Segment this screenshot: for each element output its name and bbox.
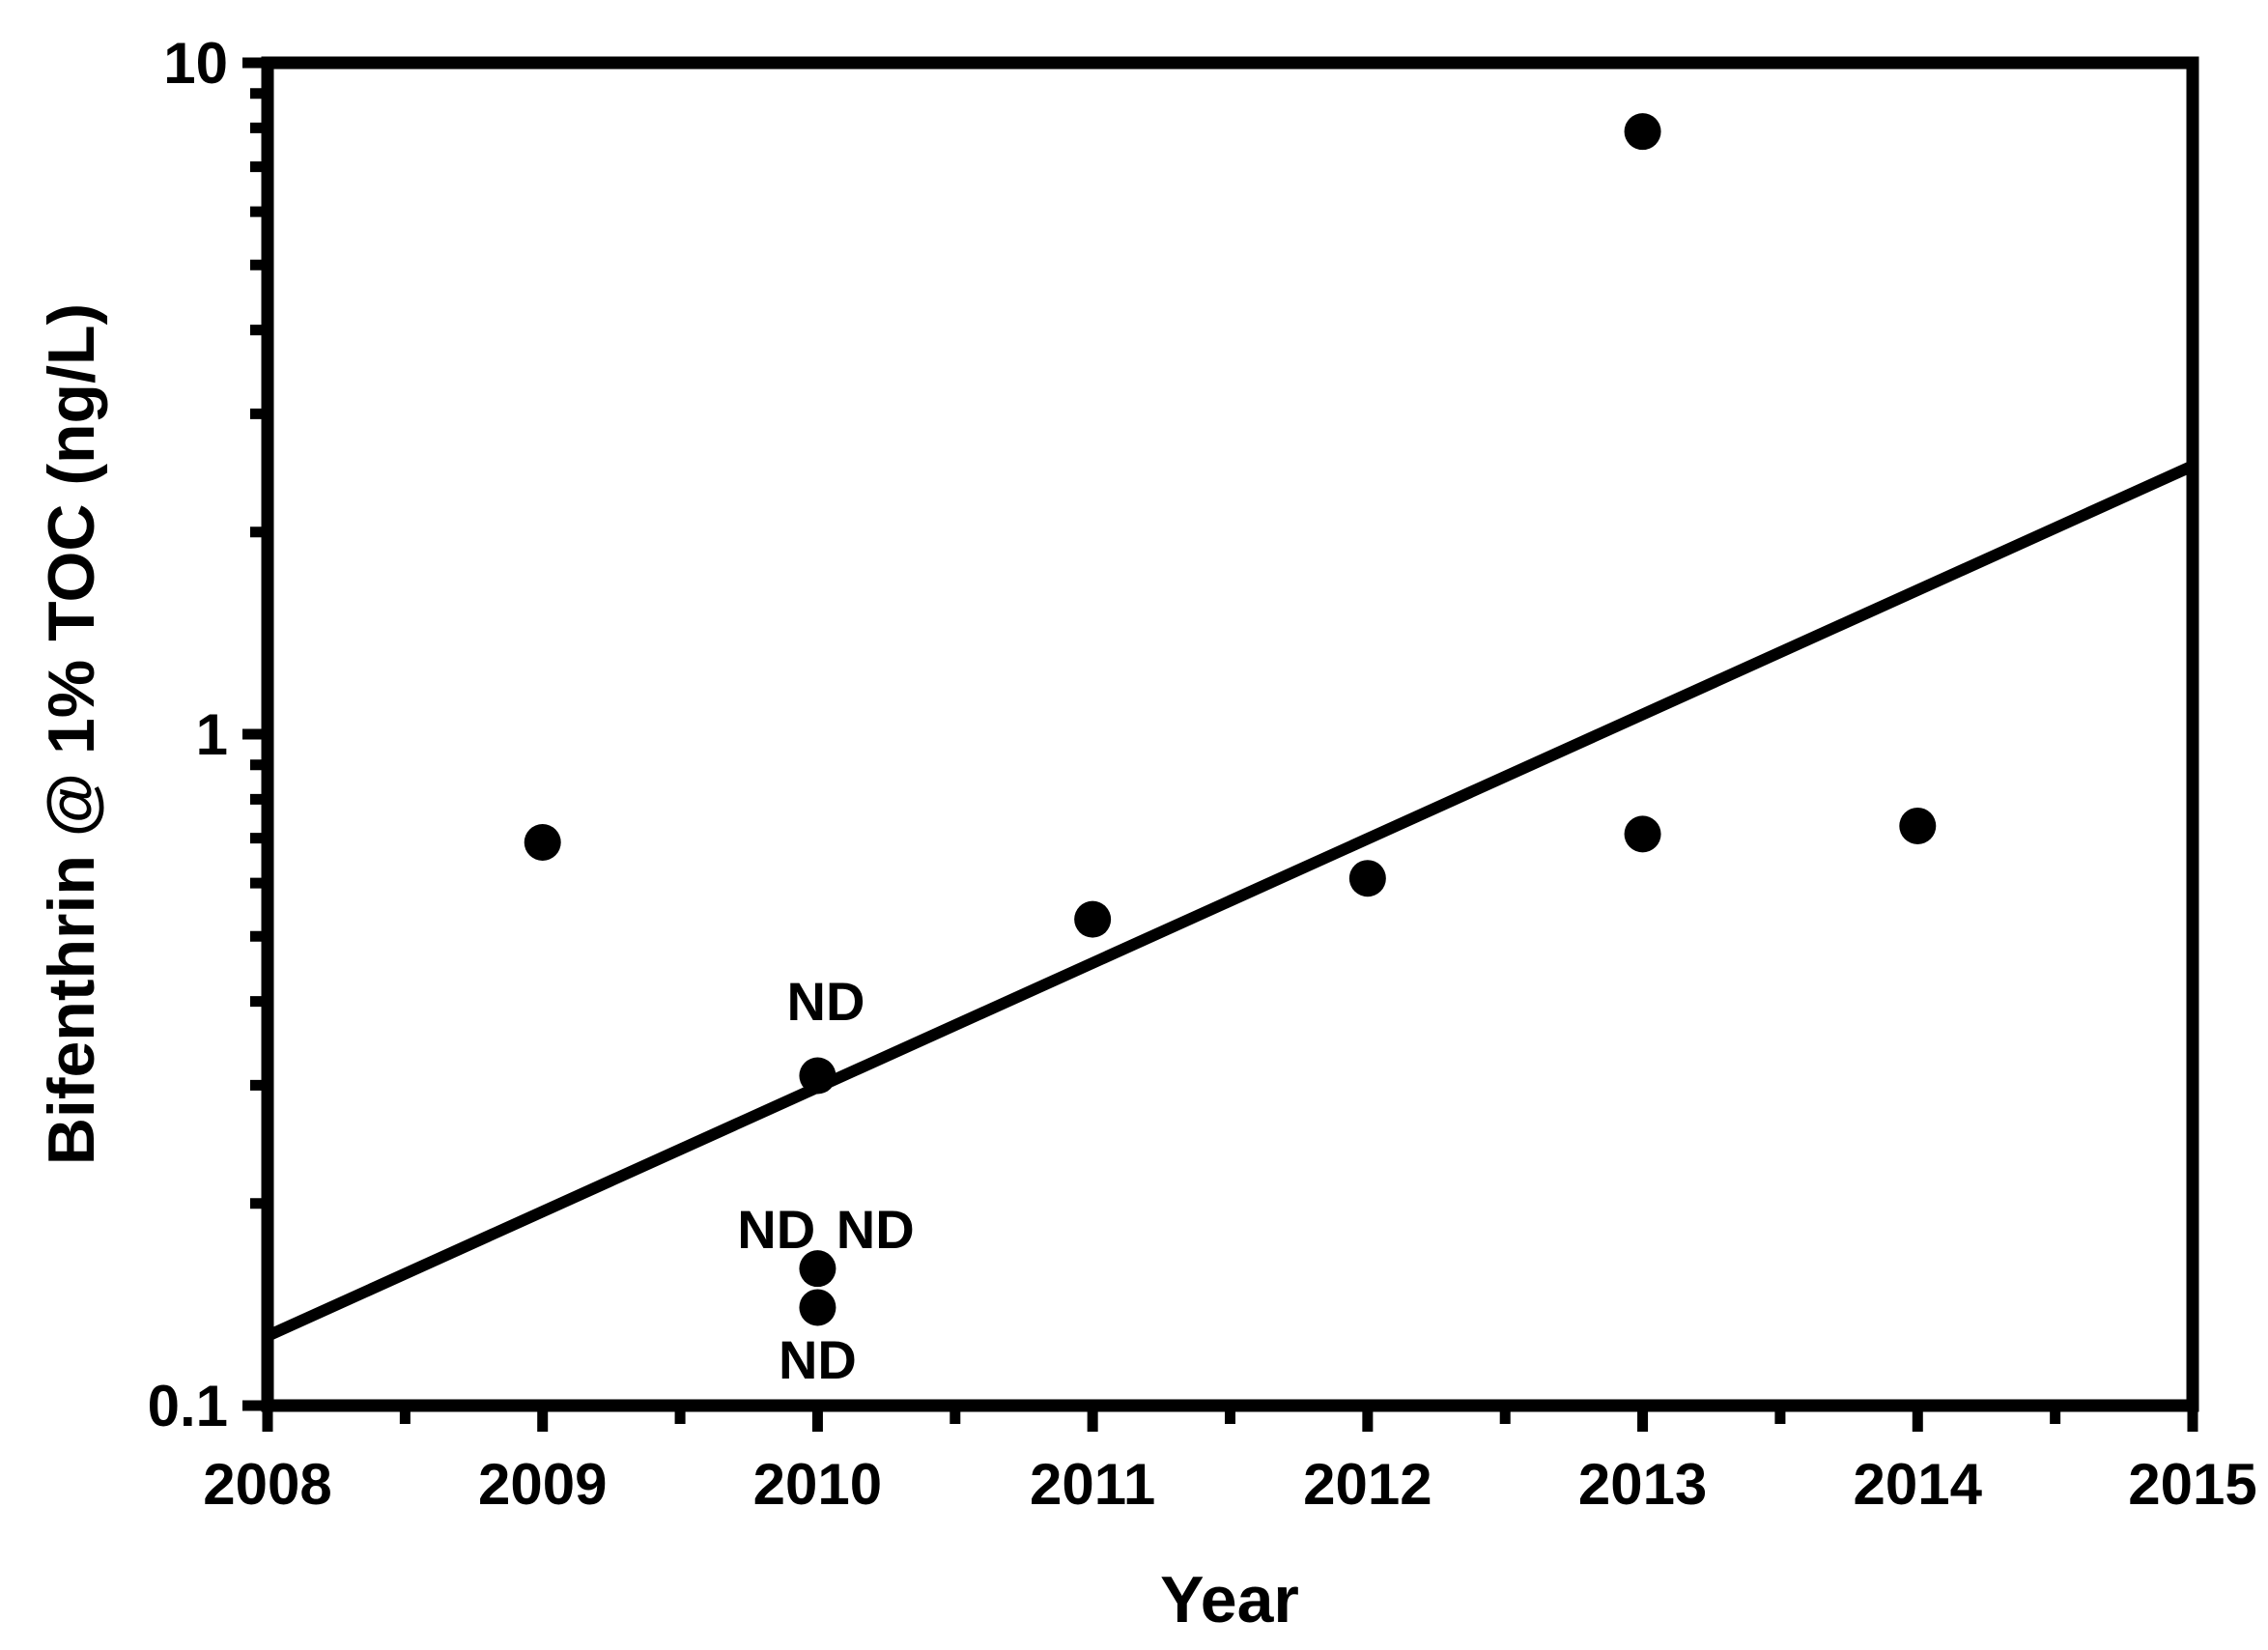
trend-line — [265, 460, 2196, 1342]
plot-spines — [261, 56, 2199, 1412]
x-axis-title: Year — [1160, 1563, 1299, 1636]
x-tick-label: 2015 — [2128, 1452, 2256, 1517]
nd-annotation: ND — [787, 971, 865, 1032]
x-tick-label: 2011 — [1030, 1452, 1155, 1517]
x-tick-label: 2010 — [753, 1452, 882, 1517]
data-point — [1348, 860, 1386, 897]
nd-annotation: ND — [737, 1199, 815, 1260]
x-tick-label: 2014 — [1854, 1452, 1983, 1517]
x-tick-label: 2008 — [203, 1452, 331, 1517]
x-tick-label: 2009 — [478, 1452, 607, 1517]
plot-layer: 2008 2009 2010 2011 2012 2013 2014 2015 0.1 1 10 ND… — [148, 31, 2257, 1517]
x-tick-label: 2012 — [1303, 1452, 1432, 1517]
data-point — [799, 1289, 836, 1326]
data-point — [799, 1057, 836, 1095]
nd-annotation: ND — [779, 1329, 857, 1390]
nd-annotation: ND — [836, 1199, 915, 1260]
data-point — [1899, 807, 1937, 844]
data-point — [799, 1250, 836, 1288]
y-tick-label: 10 — [163, 31, 228, 96]
y-tick-label: 1 — [196, 702, 228, 767]
x-tick-label: 2013 — [1578, 1452, 1707, 1517]
y-axis-title: Bifenthrin @ 1% TOC (ng/L) — [35, 303, 108, 1165]
data-point — [1624, 113, 1661, 151]
data-point — [524, 823, 561, 861]
y-tick-label: 0.1 — [148, 1374, 228, 1438]
data-point — [1624, 815, 1661, 853]
data-point — [1074, 900, 1112, 938]
